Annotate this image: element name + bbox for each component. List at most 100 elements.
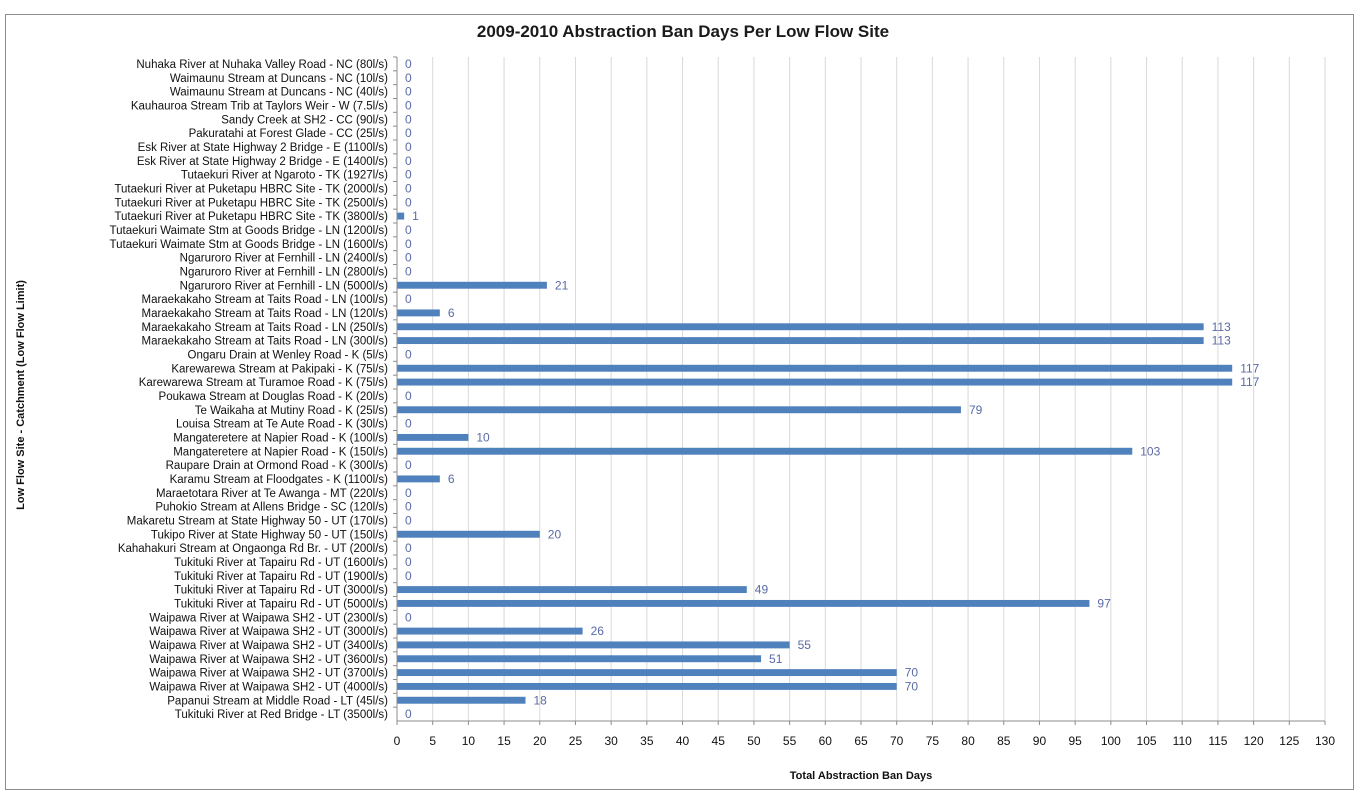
- category-label: Papanui Stream at Middle Road - LT (45l/…: [167, 695, 388, 707]
- chart-title: 2009-2010 Abstraction Ban Days Per Low F…: [477, 22, 889, 41]
- bar: [397, 433, 469, 441]
- data-label: 0: [405, 57, 412, 71]
- bar: [397, 406, 961, 414]
- y-axis-title: Low Flow Site - Catchment (Low Flow Limi…: [15, 280, 27, 510]
- data-label: 0: [405, 154, 412, 168]
- bar: [397, 586, 747, 594]
- x-tick-label: 75: [926, 734, 940, 748]
- category-label: Maraetotara River at Te Awanga - MT (220…: [156, 488, 388, 500]
- data-labels: 0000000000010000210611311301171170790101…: [405, 57, 1260, 721]
- data-label: 0: [405, 98, 412, 112]
- x-tick-label: 5: [429, 734, 436, 748]
- data-label: 0: [405, 486, 412, 500]
- bar: [397, 378, 1233, 386]
- x-tick-label: 15: [497, 734, 511, 748]
- data-label: 0: [405, 347, 412, 361]
- category-label: Waipawa River at Waipawa SH2 - UT (2300l…: [149, 612, 388, 624]
- category-label: Te Waikaha at Mutiny Road - K (25l/s): [195, 405, 388, 417]
- category-label: Ngaruroro River at Fernhill - LN (2400l/…: [180, 253, 389, 265]
- category-label: Esk River at State Highway 2 Bridge - E …: [137, 156, 388, 168]
- data-label: 26: [591, 624, 605, 638]
- bar: [397, 323, 1204, 331]
- bar: [397, 669, 897, 677]
- category-label: Tutaekuri River at Ngaroto - TK (1927l/s…: [181, 170, 388, 182]
- bar: [397, 364, 1233, 372]
- category-label: Waipawa River at Waipawa SH2 - UT (3400l…: [149, 640, 388, 652]
- category-label: Karamu Stream at Floodgates - K (1100l/s…: [170, 474, 389, 486]
- category-label: Waimaunu Stream at Duncans - NC (40l/s): [170, 87, 388, 99]
- data-label: 6: [448, 472, 455, 486]
- data-label: 0: [405, 389, 412, 403]
- data-label: 0: [405, 223, 412, 237]
- bar: [397, 627, 583, 635]
- category-label: Tutaekuri River at Puketapu HBRC Site - …: [114, 197, 388, 209]
- data-label: 6: [448, 306, 455, 320]
- data-label: 55: [798, 638, 812, 652]
- bar: [397, 337, 1204, 345]
- category-label: Maraekakaho Stream at Taits Road - LN (2…: [141, 322, 388, 334]
- bar: [397, 599, 1090, 607]
- data-label: 0: [405, 71, 412, 85]
- category-label: Waipawa River at Waipawa SH2 - UT (3700l…: [149, 668, 388, 680]
- category-label: Sandy Creek at SH2 - CC (90l/s): [221, 114, 388, 126]
- x-axis-title: Total Abstraction Ban Days: [790, 770, 932, 782]
- category-label: Tukituki River at Tapairu Rd - UT (3000l…: [174, 585, 388, 597]
- data-label: 10: [476, 430, 490, 444]
- data-label: 70: [905, 666, 919, 680]
- category-label: Maraekakaho Stream at Taits Road - LN (3…: [141, 336, 388, 348]
- x-tick-label: 130: [1315, 734, 1335, 748]
- data-label: 0: [405, 707, 412, 721]
- category-label: Waipawa River at Waipawa SH2 - UT (3600l…: [149, 654, 388, 666]
- category-label: Mangateretere at Napier Road - K (150l/s…: [173, 446, 388, 458]
- bar: [397, 655, 762, 663]
- category-label: Nuhaka River at Nuhaka Valley Road - NC …: [136, 59, 388, 71]
- category-label: Tukituki River at Tapairu Rd - UT (1900l…: [174, 571, 388, 583]
- bar: [397, 696, 526, 704]
- data-label: 117: [1240, 361, 1259, 375]
- data-label: 21: [555, 278, 569, 292]
- category-label: Ngaruroro River at Fernhill - LN (2800l/…: [180, 266, 389, 278]
- bar: [397, 447, 1133, 455]
- data-label: 103: [1140, 444, 1160, 458]
- category-label: Louisa Stream at Te Aute Road - K (30l/s…: [176, 419, 388, 431]
- x-tick-label: 115: [1208, 734, 1227, 748]
- category-label: Esk River at State Highway 2 Bridge - E …: [138, 142, 389, 154]
- x-tick-label: 10: [462, 734, 476, 748]
- data-label: 49: [755, 583, 769, 597]
- data-label: 0: [405, 264, 412, 278]
- bar: [397, 281, 547, 289]
- x-tick-label: 95: [1068, 734, 1082, 748]
- category-label: Mangateretere at Napier Road - K (100l/s…: [173, 432, 388, 444]
- data-label: 0: [405, 237, 412, 251]
- x-tick-label: 85: [997, 734, 1011, 748]
- category-label: Maraekakaho Stream at Taits Road - LN (1…: [141, 294, 388, 306]
- x-tick-label: 80: [961, 734, 975, 748]
- category-label: Raupare Drain at Ormond Road - K (300l/s…: [166, 460, 389, 472]
- category-label: Tutaekuri River at Puketapu HBRC Site - …: [114, 211, 388, 223]
- category-label: Tukituki River at Tapairu Rd - UT (5000l…: [174, 598, 388, 610]
- category-label: Waipawa River at Waipawa SH2 - UT (4000l…: [149, 681, 388, 693]
- data-label: 117: [1240, 375, 1259, 389]
- x-tick-label: 100: [1101, 734, 1121, 748]
- x-tick-labels: 0 5 10 15 20 25 30 35 40 45 50 55 60 65 70 75 80 85 90 95 10…: [394, 734, 1336, 748]
- x-tick-label: 20: [533, 734, 547, 748]
- category-label: Tutaekuri Waimate Stm at Goods Bridge - …: [110, 225, 389, 237]
- data-label: 1: [412, 209, 419, 223]
- category-label: Tutaekuri River at Puketapu HBRC Site - …: [114, 183, 388, 195]
- chart-frame: 0 0 0 0 0 0 0 0 0 0 0 1 0 0 0 0 21 0 6 113 113 0 117 117 0 79 0 10 1…: [5, 14, 1354, 790]
- data-label: 0: [405, 417, 412, 431]
- category-label: Kauhauroa Stream Trib at Taylors Weir - …: [131, 100, 388, 112]
- category-labels: Nuhaka River at Nuhaka Valley Road - NC …: [110, 59, 389, 721]
- x-tick-label: 125: [1279, 734, 1299, 748]
- data-label: 0: [405, 500, 412, 514]
- x-tick-label: 40: [676, 734, 690, 748]
- x-tick-label: 55: [783, 734, 797, 748]
- bar: [397, 475, 440, 483]
- bar-chart: 0000000000010000210611311301171170790101…: [15, 22, 1336, 782]
- data-label: 97: [1097, 596, 1111, 610]
- x-tick-label: 30: [604, 734, 618, 748]
- data-label: 113: [1212, 320, 1231, 334]
- data-label: 0: [405, 112, 412, 126]
- x-tick-label: 0: [394, 734, 401, 748]
- data-label: 0: [405, 555, 412, 569]
